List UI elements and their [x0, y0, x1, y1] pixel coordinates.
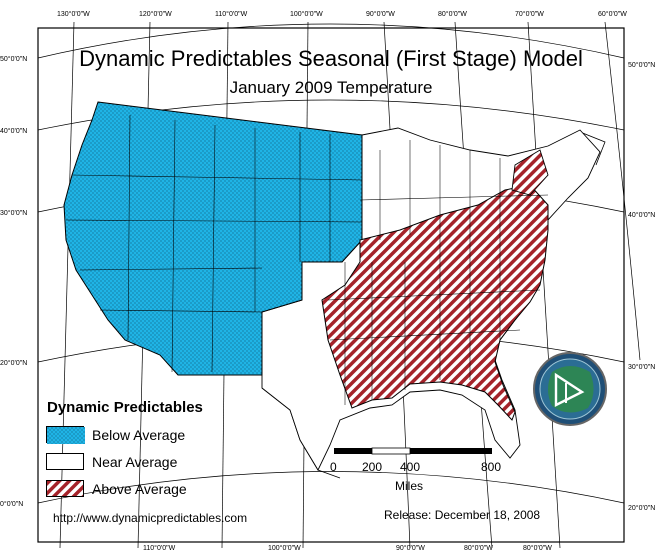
map-title: Dynamic Predictables Seasonal (First Sta… [79, 46, 583, 71]
region-below-average [63, 101, 363, 376]
legend-label-near: Near Average [92, 453, 178, 470]
graticule-label-bottom-110w: 110°0'0"W [143, 545, 176, 552]
graticule-label-left-30n: 30°0'0"N [0, 210, 28, 217]
graticule-label-top-120w: 120°0'0"W [139, 11, 172, 18]
graticule-label-bottom-80w-a: 80°0'0"W [464, 545, 493, 552]
graticule-label-bottom-100w: 100°0'0"W [268, 545, 301, 552]
graticule-label-right-40n: 40°0'0"N [628, 212, 656, 219]
legend-item-near-average: Near Average [46, 452, 177, 471]
graticule-label-bottom-80w-b: 80°0'0"W [523, 545, 552, 552]
legend-swatch-near [46, 453, 84, 470]
graticule-label-right-20n: 20°0'0"N [628, 505, 656, 512]
scale-tick-0: 0 [330, 460, 337, 474]
website-link[interactable]: http://www.dynamicpredictables.com [53, 511, 248, 525]
dynamic-predictables-globe-logo [533, 352, 607, 426]
graticule-label-bottom-90w: 90°0'0"W [396, 545, 425, 552]
graticule-label-right-50n: 50°0'0"N [628, 62, 656, 69]
legend-label-above: Above Average [92, 480, 187, 497]
legend-swatch-below [46, 426, 85, 444]
scale-tick-200: 200 [362, 460, 383, 474]
legend-item-below-average: Below Average [46, 425, 185, 444]
climate-division-lines [65, 114, 549, 405]
map-subtitle: January 2009 Temperature [229, 78, 433, 97]
graticule-label-top-60w: 60°0'0"W [598, 11, 627, 18]
graticule-label-top-110w: 110°0'0"W [215, 11, 248, 18]
region-above-average-northeast [511, 149, 549, 196]
graticule-label-top-130w: 130°0'0"W [57, 11, 90, 18]
graticule-label-top-100w: 100°0'0"W [290, 11, 323, 18]
legend-item-above-average: Above Average [46, 479, 187, 498]
graticule-label-top-80w: 80°0'0"W [438, 11, 467, 18]
graticule-label-left-50n: 50°0'0"N [0, 56, 28, 63]
graticule-label-top-90w: 90°0'0"W [366, 11, 395, 18]
legend-label-below: Below Average [92, 426, 186, 443]
graticule-label-top-70w: 70°0'0"W [515, 11, 544, 18]
graticule-label-left-20n: 20°0'0"N [0, 360, 28, 367]
legend-swatch-above [46, 480, 84, 497]
legend-title: Dynamic Predictables [47, 399, 203, 416]
graticule-label-left-40n: 40°0'0"N [0, 128, 28, 135]
scale-bar [334, 447, 492, 455]
scale-tick-400: 400 [400, 460, 421, 474]
map-frame [37, 27, 625, 543]
release-date: Release: December 18, 2008 [384, 508, 541, 522]
scale-unit-label: Miles [395, 479, 424, 493]
scale-tick-800: 800 [481, 460, 502, 474]
graticule-label-right-30n: 30°0'0"N [628, 364, 656, 371]
graticule-label-left-0n: 0°0'0"N [0, 501, 24, 508]
